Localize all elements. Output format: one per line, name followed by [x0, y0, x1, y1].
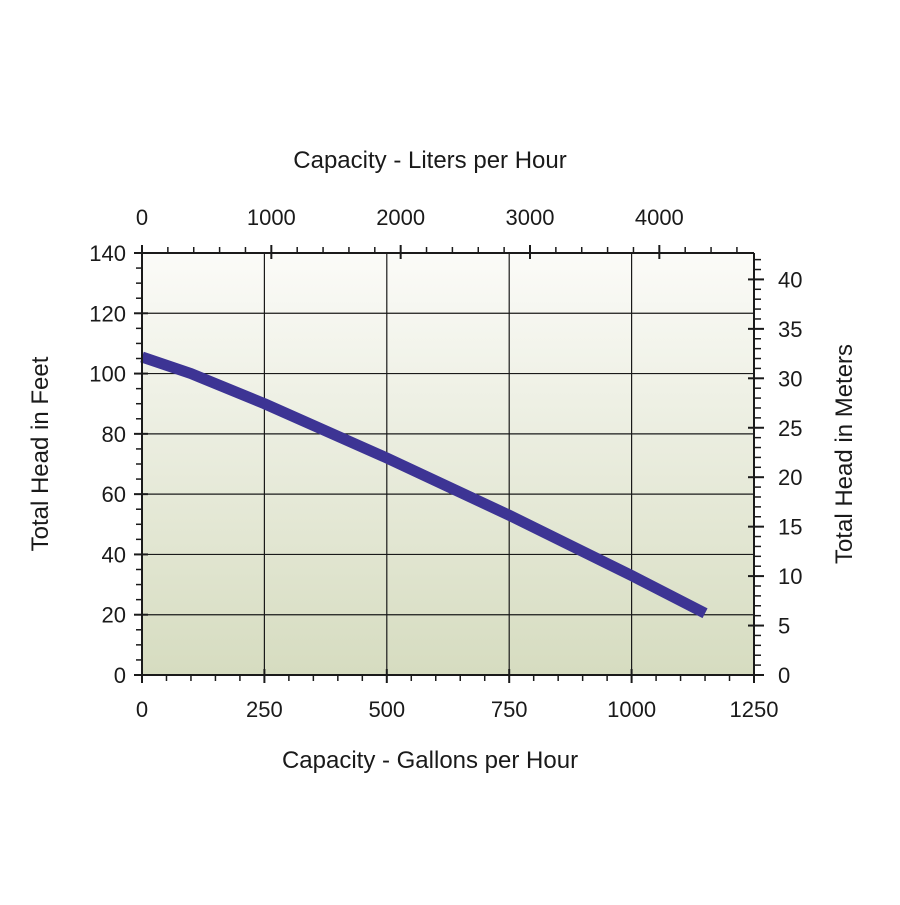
y2-tick-label: 30 — [778, 366, 802, 391]
y-tick-label: 140 — [89, 241, 126, 266]
x-tick-label: 1250 — [730, 697, 779, 722]
axes — [134, 245, 764, 683]
y-tick-label: 120 — [89, 301, 126, 326]
y2-tick-label: 10 — [778, 564, 802, 589]
y-tick-label: 60 — [102, 482, 126, 507]
gridlines — [142, 253, 754, 675]
y-tick-label: 20 — [102, 603, 126, 628]
y-axis-title: Total Head in Feet — [27, 356, 54, 551]
y2-tick-label: 15 — [778, 515, 802, 540]
x-tick-label: 1000 — [607, 697, 656, 722]
x2-tick-label: 3000 — [506, 205, 555, 230]
plot-area — [142, 253, 754, 675]
x-tick-label: 750 — [491, 697, 528, 722]
y2-tick-label: 25 — [778, 416, 802, 441]
y-tick-label: 100 — [89, 362, 126, 387]
x2-tick-label: 0 — [136, 205, 148, 230]
x2-tick-label: 1000 — [247, 205, 296, 230]
y2-tick-label: 40 — [778, 267, 802, 292]
y-tick-label: 0 — [114, 663, 126, 688]
x2-axis-title: Capacity - Liters per Hour — [293, 147, 566, 174]
y2-tick-label: 20 — [778, 465, 802, 490]
x2-tick-label: 2000 — [376, 205, 425, 230]
x-axis-title: Capacity - Gallons per Hour — [282, 747, 578, 774]
y-tick-label: 80 — [102, 422, 126, 447]
x-tick-label: 250 — [246, 697, 283, 722]
performance-curve-line — [140, 351, 708, 619]
y-tick-label: 40 — [102, 542, 126, 567]
y2-axis-title: Total Head in Meters — [831, 344, 858, 564]
x2-tick-label: 4000 — [635, 205, 684, 230]
x-tick-label: 500 — [368, 697, 405, 722]
performance-curve — [140, 351, 708, 619]
y2-tick-label: 5 — [778, 614, 790, 639]
y2-tick-label: 35 — [778, 317, 802, 342]
x-tick-label: 0 — [136, 697, 148, 722]
y2-tick-label: 0 — [778, 663, 790, 688]
